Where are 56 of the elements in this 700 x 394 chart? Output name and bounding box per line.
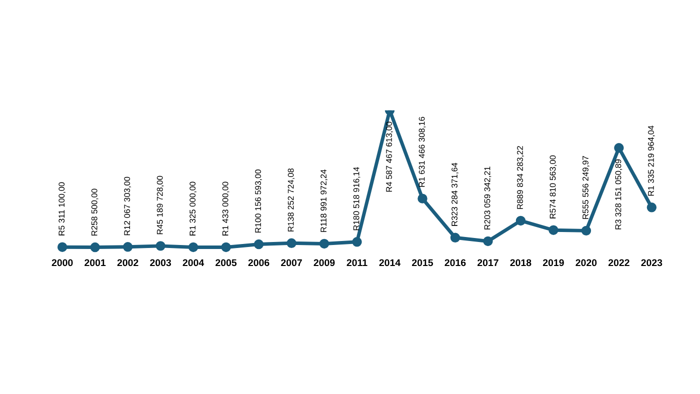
x-tick-label: 2020 <box>576 259 597 266</box>
point <box>90 242 100 252</box>
data-label: R3 328 151 050,89 <box>615 159 622 230</box>
point <box>646 202 657 212</box>
point <box>122 242 133 252</box>
x-tick-label: 2001 <box>84 259 106 266</box>
x-tick-label: 2006 <box>248 259 270 266</box>
point <box>450 232 460 242</box>
data-label: R4 587 467 613,00 <box>386 122 393 192</box>
x-tick-label: 2000 <box>52 259 73 266</box>
x-tick-label: 2015 <box>412 259 434 266</box>
point <box>319 238 330 249</box>
data-label: R138 252 724,08 <box>288 168 295 232</box>
data-label: R100 156 593,00 <box>255 170 262 232</box>
x-tick-label: 2003 <box>150 259 172 266</box>
point <box>57 242 68 252</box>
point <box>548 225 558 235</box>
data-label: R555 556 249,97 <box>582 156 590 219</box>
point <box>614 143 624 153</box>
point <box>483 236 493 246</box>
point <box>188 242 198 252</box>
x-tick-label: 2023 <box>641 259 662 266</box>
data-label: R180 518 916,14 <box>353 167 360 230</box>
point <box>516 216 526 226</box>
x-tick-label: 2011 <box>346 259 368 266</box>
point <box>418 194 428 204</box>
x-tick-label: 2017 <box>477 259 498 266</box>
x-tick-label: 2004 <box>182 259 204 266</box>
point <box>286 238 296 248</box>
data-label: R1 325 000,00 <box>190 182 197 236</box>
point <box>156 241 166 251</box>
x-tick-label: 2005 <box>216 259 237 266</box>
data-label: R118 991 972,24 <box>320 170 328 232</box>
data-label: R574 810 563,00 <box>550 155 557 218</box>
data-label: R323 284 371,64 <box>452 162 458 226</box>
data-label: R1 335 219 964,04 <box>648 126 655 196</box>
x-tick-label: 2019 <box>542 259 564 266</box>
data-label: R1 631 466 308,16 <box>418 116 426 187</box>
x-tick-label: 2009 <box>314 259 335 266</box>
data-label: R1 433 000,00 <box>222 182 230 236</box>
x-tick-label: 2018 <box>510 259 532 266</box>
point <box>221 242 231 252</box>
point <box>581 226 592 236</box>
data-label: R889 834 283,22 <box>517 146 524 209</box>
point <box>254 239 264 250</box>
x-tick-label: 2007 <box>281 259 302 266</box>
x-tick-label: 2016 <box>444 259 466 266</box>
point <box>352 237 362 247</box>
x-tick-label: 2022 <box>608 259 630 266</box>
data-label: R45 189 728,00 <box>156 176 164 234</box>
data-label: R258 500,00 <box>91 188 98 236</box>
data-label: R12 067 303,00 <box>124 176 132 236</box>
data-label: R5 311 100,00 <box>58 182 66 236</box>
data-label: R203 059 342,21 <box>484 166 492 230</box>
x-tick-label: 2014 <box>379 259 401 266</box>
x-tick-label: 2002 <box>117 259 138 266</box>
